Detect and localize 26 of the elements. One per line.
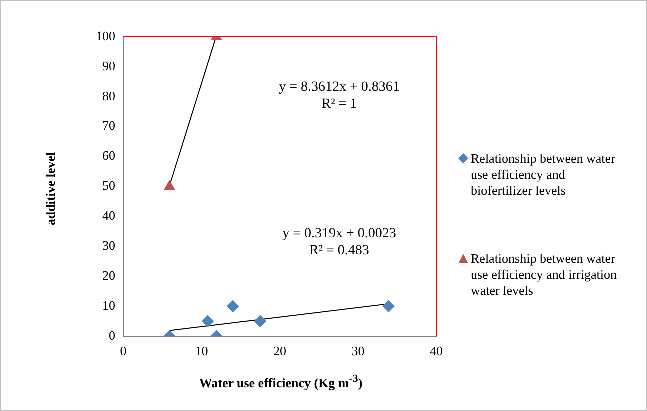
y-tick-label: 0 [109, 328, 116, 343]
x-tick-label: 20 [274, 344, 286, 359]
y-tick-label: 60 [102, 148, 116, 164]
x-tick-label: 10 [195, 344, 208, 359]
x-axis-title: Water use efficiency (Kg m$^{-3}$) [198, 373, 364, 392]
y-tick-label: 30 [102, 238, 116, 253]
point [227, 300, 240, 312]
y-tick-label: 40 [102, 208, 116, 224]
point [202, 315, 214, 328]
x-tick-label: 0 [120, 344, 127, 359]
y-axis-title: additive level [43, 151, 59, 228]
annotation: y = 8.3612x + 0.8361 R² = 1 [279, 80, 400, 112]
y-tick-label: 50 [102, 178, 116, 194]
legend-label: Relationship between water use efficiency and biofertilizer levels [471, 151, 616, 199]
annotation: y = 0.319x + 0.0023 R² = 0.483 [282, 226, 396, 259]
x-tick-label: 40 [430, 344, 443, 359]
point [254, 315, 266, 328]
y-tick-label: 80 [102, 88, 116, 104]
y-tick-label: 100 [96, 28, 116, 44]
y-tick-label: 90 [102, 58, 116, 74]
point [382, 300, 395, 312]
x-tick-label: 30 [352, 344, 365, 359]
y-tick-label: 20 [102, 268, 116, 283]
y-tick-label: 10 [102, 298, 116, 313]
legend-label: Relationship between water use efficiency and irrigation water levels [471, 251, 618, 299]
y-tick-label: 70 [102, 118, 116, 134]
